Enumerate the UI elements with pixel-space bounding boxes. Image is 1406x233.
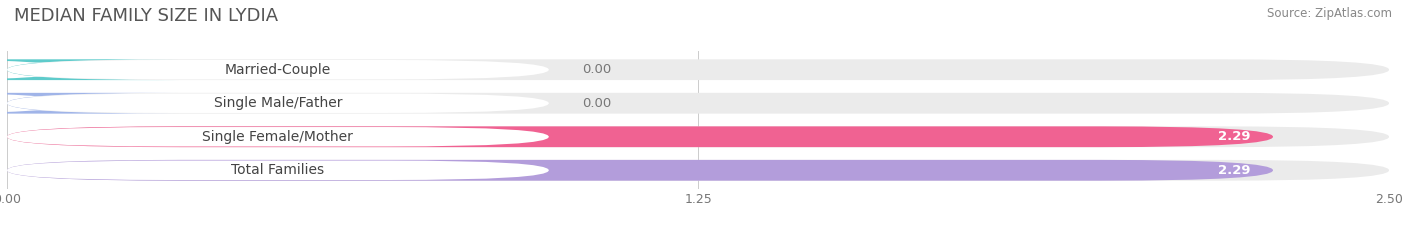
- Text: Single Female/Mother: Single Female/Mother: [202, 130, 353, 144]
- FancyBboxPatch shape: [7, 60, 548, 79]
- Text: 0.00: 0.00: [582, 97, 612, 110]
- Text: Single Male/Father: Single Male/Father: [214, 96, 342, 110]
- FancyBboxPatch shape: [7, 126, 1272, 147]
- Text: 0.00: 0.00: [582, 63, 612, 76]
- FancyBboxPatch shape: [7, 127, 548, 147]
- Text: 2.29: 2.29: [1219, 164, 1251, 177]
- FancyBboxPatch shape: [7, 59, 1389, 80]
- FancyBboxPatch shape: [0, 59, 179, 80]
- FancyBboxPatch shape: [7, 93, 548, 113]
- Text: 2.29: 2.29: [1219, 130, 1251, 143]
- FancyBboxPatch shape: [7, 160, 1389, 181]
- FancyBboxPatch shape: [7, 126, 1389, 147]
- FancyBboxPatch shape: [7, 93, 1389, 114]
- FancyBboxPatch shape: [7, 161, 548, 180]
- FancyBboxPatch shape: [0, 93, 179, 114]
- FancyBboxPatch shape: [7, 160, 1272, 181]
- Text: MEDIAN FAMILY SIZE IN LYDIA: MEDIAN FAMILY SIZE IN LYDIA: [14, 7, 278, 25]
- Text: Total Families: Total Families: [232, 163, 325, 177]
- Text: Married-Couple: Married-Couple: [225, 63, 330, 77]
- Text: Source: ZipAtlas.com: Source: ZipAtlas.com: [1267, 7, 1392, 20]
